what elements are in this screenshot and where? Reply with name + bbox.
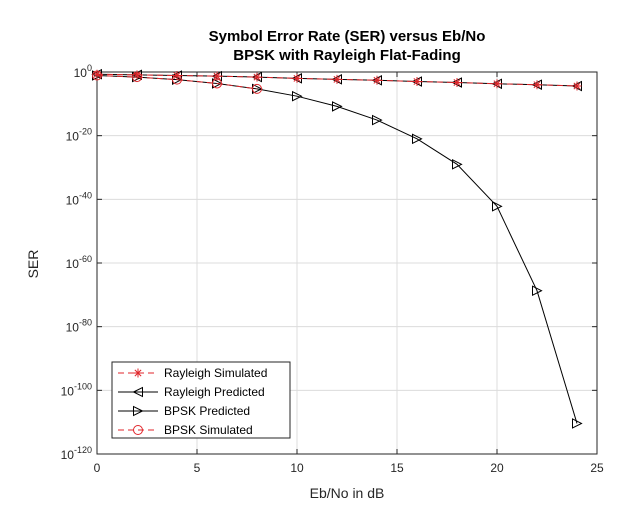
data-point-bpsk-predicted bbox=[452, 159, 463, 170]
y-tick-label: 10-100 bbox=[61, 381, 92, 398]
x-axis-label: Eb/No in dB bbox=[310, 485, 385, 501]
y-tick-label: 10-80 bbox=[66, 318, 92, 335]
y-tick-exponent: -60 bbox=[79, 254, 92, 264]
data-point-bpsk-simulated bbox=[92, 70, 102, 81]
data-point-bpsk-predicted bbox=[492, 201, 503, 212]
data-point-bpsk-predicted bbox=[532, 285, 543, 297]
data-point-rayleigh-simulated bbox=[452, 78, 462, 88]
legend-entry-rayleigh-predicted: Rayleigh Predicted bbox=[118, 385, 265, 399]
x-tick-label: 25 bbox=[590, 461, 604, 475]
data-point-rayleigh-simulated bbox=[572, 81, 582, 91]
data-point-bpsk-predicted bbox=[412, 133, 423, 145]
legend-label: BPSK Predicted bbox=[164, 404, 250, 418]
y-tick-exponent: -100 bbox=[74, 381, 92, 391]
legend-marker bbox=[133, 405, 144, 417]
y-tick-base: 10 bbox=[66, 193, 80, 207]
data-point-bpsk-predicted bbox=[332, 101, 343, 112]
x-axis-ticks: 0 5 10 15 20 25 bbox=[94, 72, 604, 475]
y-tick-base: 10 bbox=[66, 130, 80, 144]
legend-entry-bpsk-simulated: BPSK Simulated bbox=[118, 423, 253, 437]
x-tick-label: 20 bbox=[490, 461, 504, 475]
chart-subtitle: BPSK with Rayleigh Flat-Fading bbox=[233, 47, 461, 64]
y-tick-exponent: -80 bbox=[79, 318, 92, 328]
data-point-bpsk-simulated bbox=[132, 72, 142, 83]
data-point-bpsk-predicted bbox=[292, 90, 303, 102]
x-tick-label: 5 bbox=[194, 461, 201, 475]
y-tick-label: 100 bbox=[74, 63, 92, 80]
x-tick-label: 0 bbox=[94, 461, 101, 475]
data-point-bpsk-predicted bbox=[572, 418, 583, 429]
chart-title: Symbol Error Rate (SER) versus Eb/No bbox=[209, 28, 486, 45]
y-tick-exponent: 0 bbox=[87, 63, 92, 73]
x-tick-label: 15 bbox=[390, 461, 404, 475]
y-tick-exponent: -20 bbox=[79, 127, 92, 137]
legend-entry-bpsk-predicted: BPSK Predicted bbox=[118, 404, 250, 418]
series-line-bpsk-simulated bbox=[96, 75, 258, 90]
legend-label: Rayleigh Predicted bbox=[164, 385, 265, 399]
data-point-rayleigh-simulated bbox=[292, 73, 302, 83]
series-bpsk-simulated bbox=[92, 70, 262, 94]
series-rayleigh-simulated bbox=[92, 69, 582, 91]
data-point-rayleigh-simulated bbox=[492, 79, 502, 89]
series-group bbox=[91, 68, 583, 429]
data-point-rayleigh-simulated bbox=[372, 75, 382, 85]
legend-marker bbox=[133, 368, 143, 378]
data-point-bpsk-simulated bbox=[252, 83, 262, 94]
data-point-rayleigh-simulated bbox=[332, 74, 342, 84]
legend-marker bbox=[132, 386, 143, 398]
legend: Rayleigh Simulated Rayleigh Predicted BPSK… bbox=[111, 361, 291, 439]
legend-label: Rayleigh Simulated bbox=[164, 366, 267, 380]
y-tick-label: 10-60 bbox=[66, 254, 92, 271]
y-tick-label: 10-120 bbox=[61, 445, 92, 462]
data-point-bpsk-simulated bbox=[172, 74, 182, 85]
data-point-bpsk-predicted bbox=[372, 114, 383, 126]
data-point-rayleigh-simulated bbox=[252, 72, 262, 82]
data-point-rayleigh-simulated bbox=[132, 70, 142, 80]
legend-label: BPSK Simulated bbox=[164, 423, 253, 437]
legend-box bbox=[111, 361, 291, 439]
data-point-rayleigh-simulated bbox=[532, 80, 542, 90]
data-point-bpsk-simulated bbox=[212, 78, 222, 89]
y-axis-label: SER bbox=[25, 250, 41, 279]
y-tick-base: 10 bbox=[66, 257, 80, 271]
legend-marker bbox=[133, 425, 143, 435]
data-point-rayleigh-simulated bbox=[412, 77, 422, 87]
y-tick-base: 10 bbox=[74, 66, 88, 80]
y-tick-label: 10-20 bbox=[66, 127, 92, 144]
x-tick-label: 10 bbox=[290, 461, 304, 475]
y-tick-exponent: -120 bbox=[74, 445, 92, 455]
y-tick-exponent: -40 bbox=[79, 190, 92, 200]
legend-entry-rayleigh-simulated: Rayleigh Simulated bbox=[118, 366, 267, 380]
y-tick-label: 10-40 bbox=[66, 190, 92, 207]
y-tick-base: 10 bbox=[61, 448, 75, 462]
y-tick-base: 10 bbox=[61, 384, 75, 398]
y-tick-base: 10 bbox=[66, 321, 80, 335]
